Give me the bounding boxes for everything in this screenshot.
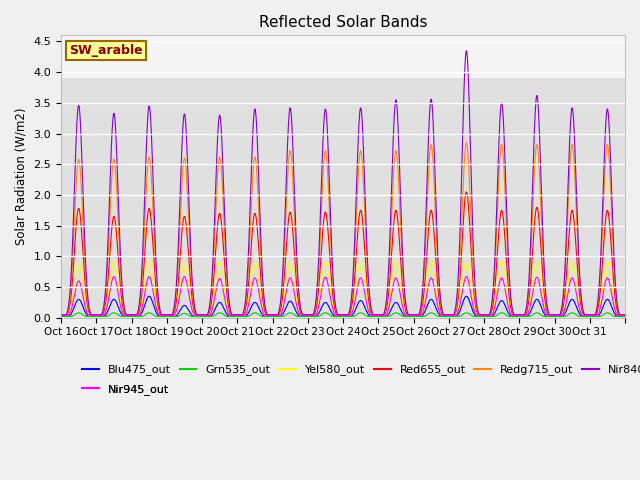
Bar [61,78,625,318]
Text: SW_arable: SW_arable [70,44,143,57]
Y-axis label: Solar Radiation (W/m2): Solar Radiation (W/m2) [15,108,28,245]
Legend: Nir945_out: Nir945_out [78,380,173,399]
Bar [61,36,625,78]
Title: Reflected Solar Bands: Reflected Solar Bands [259,15,428,30]
